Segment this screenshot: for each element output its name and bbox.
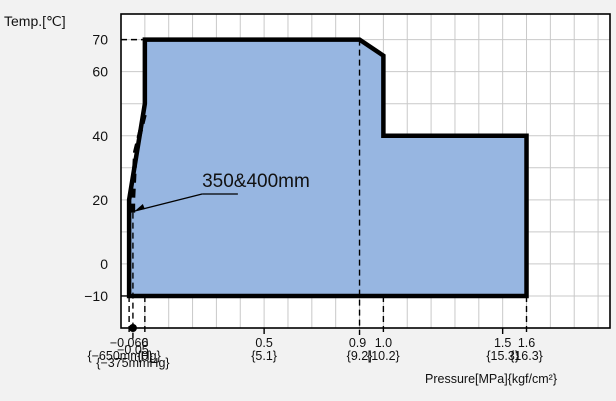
y-tick-label: 0: [100, 256, 108, 272]
x-tick-sublabel: {5.1}: [251, 349, 277, 363]
annotation-350-400mm: 350&400mm: [202, 171, 310, 192]
annotation-arrowhead: [134, 204, 145, 212]
y-tick-label: 70: [92, 32, 108, 48]
x-tick-sublabel: {16.3}: [510, 349, 543, 363]
x-tick-label: 0.9: [349, 336, 366, 350]
y-axis-label: Temp.[℃]: [4, 13, 66, 29]
x-tick-label: 0: [141, 336, 148, 350]
x-tick-sublabel: {−375mmHg}: [96, 356, 169, 370]
x-tick-sublabel: {10.2}: [367, 349, 400, 363]
y-tick-label: 40: [92, 128, 108, 144]
y-tick-label: −10: [84, 288, 108, 304]
annotation-leader-line: [134, 193, 203, 212]
x-tick-label: 0.5: [255, 336, 272, 350]
x-tick-label: 1.6: [518, 336, 535, 350]
dashed-boundary-350-400mm: [130, 112, 148, 213]
x-tick-sublabel: {9.2}: [347, 349, 373, 363]
x-tick-sublabel: {−650mmHg}: [87, 349, 160, 363]
y-tick-label: 60: [92, 64, 108, 80]
x-tick-label: 1.5: [494, 336, 511, 350]
y-tick-label: 20: [92, 192, 108, 208]
x-axis-label: Pressure[MPa]{kgf/cm²}: [425, 372, 557, 386]
x-tick-label: 1.0: [375, 336, 392, 350]
x-tick-label: −0.066: [110, 336, 149, 350]
x-tick-label: −0.05: [117, 343, 149, 357]
x-tick-sublabel: {15.3}: [486, 349, 519, 363]
plot-frame: [120, 13, 611, 329]
x-tick-sublabel: {0}: [137, 349, 152, 363]
